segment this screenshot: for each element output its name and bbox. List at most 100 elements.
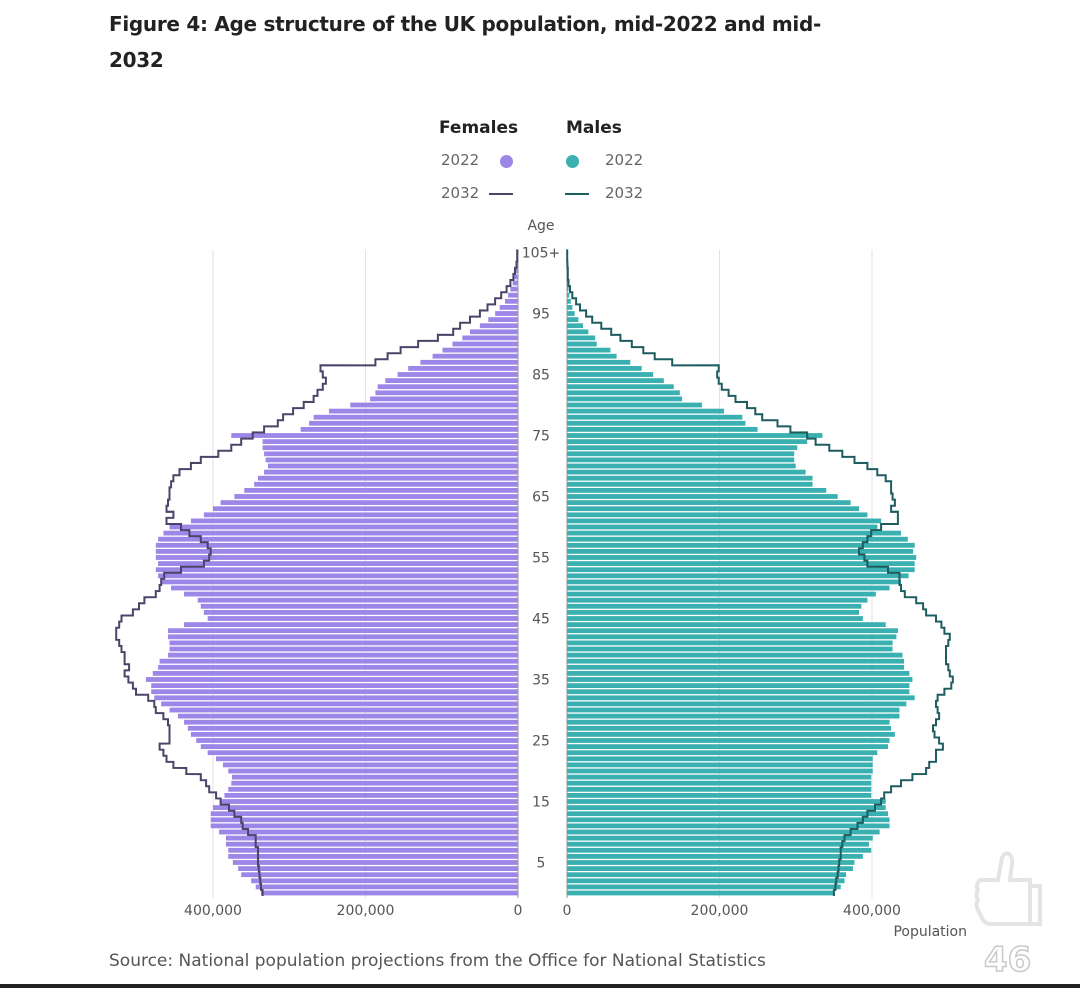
legend-males-title: Males [566,118,622,138]
female-2022-bar-age-74 [262,439,518,444]
female-2022-bar-age-99 [510,286,518,292]
age-tick-label: 65 [532,490,550,506]
female-2022-bar-age-87 [420,359,518,365]
female-2022-bar-age-14 [213,805,518,810]
female-2022-bar-age-55 [155,555,518,560]
male-2022-bar-age-88 [567,353,617,359]
male-x-tick-label: 0 [563,903,572,919]
female-2022-bar-age-27 [187,725,518,731]
legend-male-2022-dot-icon [566,155,579,168]
female-2022-bar-age-29 [177,713,519,719]
female-2022-bar-age-33 [151,689,519,695]
legend-male-2032-label: 2032 [605,184,644,202]
male-2022-bar-age-44 [567,622,886,627]
female-2022-bar-age-21 [222,762,518,768]
female-2022-bar-age-58 [158,536,518,542]
male-2022-bar-age-68 [567,475,813,481]
male-2022-bar-age-85 [567,372,654,377]
male-2022-bar-age-80 [567,402,702,408]
male-2022-bar-age-87 [567,359,631,365]
female-2022-bar-age-3 [241,872,518,878]
female-2022-bar-age-69 [264,469,518,475]
male-2022-bar-age-45 [567,616,863,621]
female-2022-bar-age-77 [309,420,518,426]
female-2022-bar-age-18 [231,780,519,786]
male-2022-bar-age-28 [567,719,890,725]
female-2022-bar-age-44 [184,622,518,627]
male-2022-bar-age-16 [567,793,872,798]
female-2022-bar-age-68 [257,475,518,481]
male-2022-bar-age-84 [567,378,664,383]
female-2022-bar-age-88 [432,353,518,359]
female-2022-bar-age-9 [225,835,518,841]
female-2022-bar-age-38 [159,658,518,664]
legend-female-2022-label: 2022 [441,151,480,169]
male-2022-bar-age-64 [567,500,851,505]
male-2022-bar-age-91 [567,335,596,341]
male-2022-bar-age-3 [567,872,847,878]
male-2022-bar-age-20 [567,768,873,774]
female-2022-bar-age-40 [169,646,518,652]
male-2022-bar-age-6 [567,854,863,859]
male-2022-bar-age-67 [567,481,813,487]
thumbs-up-icon[interactable] [972,850,1044,935]
female-2022-bar-age-32 [154,695,518,701]
female-2022-bar-age-72 [264,451,518,457]
female-2022-bar-age-20 [228,768,518,774]
female-2022-bar-age-8 [225,841,518,847]
female-2022-bar-age-82 [375,390,518,396]
female-2022-bar-age-34 [151,683,519,688]
age-tick-label: 105+ [522,246,560,262]
male-2022-bar-age-46 [567,610,860,615]
male-2022-bar-age-53 [567,567,915,573]
female-2022-bar-age-1 [255,884,518,890]
male-2022-bar-age-12 [567,817,890,823]
female-2022-bar-age-75 [231,433,519,438]
female-2022-bar-age-0 [261,890,518,896]
x-axis-label: Population [893,924,967,940]
female-2022-bar-age-81 [370,396,518,402]
female-2022-bar-age-26 [190,732,518,737]
female-2022-bar-age-7 [228,847,518,853]
male-2022-bar-age-27 [567,725,892,731]
male-2022-bar-age-15 [567,799,886,804]
male-2022-bar-age-24 [567,744,889,749]
bottom-border [0,984,1080,988]
male-2022-bar-age-77 [567,420,746,426]
age-tick-label: 15 [532,795,550,811]
source-note: Source: National population projections … [109,951,766,971]
male-2022-bar-age-82 [567,390,680,396]
male-2022-bar-age-8 [567,841,869,847]
female-2022-bar-age-78 [313,414,518,420]
female-2022-bar-age-76 [300,427,518,432]
female-2022-bar-age-17 [228,786,518,792]
male-2022-bar-age-79 [567,408,725,414]
likes-count: 46 [983,939,1032,981]
female-x-tick-label: 200,000 [337,903,395,919]
male-2022-bar-age-29 [567,713,900,719]
male-2022-bar-age-5 [567,860,855,865]
male-2022-bar-age-2 [567,878,845,884]
male-2022-bar-age-70 [567,463,796,469]
male-2022-bar-age-63 [567,506,860,512]
legend-male-2032-line-icon [565,193,589,195]
male-2022-bar-age-52 [567,573,909,579]
male-2022-bar-age-97 [567,298,571,304]
female-2022-bar-age-65 [234,494,518,499]
male-2022-bar-age-51 [567,579,901,585]
male-2022-bar-age-18 [567,780,872,786]
female-2022-bar-age-89 [442,347,518,353]
age-tick-label: 95 [532,307,550,323]
male-2022-bar-age-1 [567,884,841,890]
female-2022-bar-age-15 [220,799,518,804]
male-2022-bar-age-89 [567,347,611,353]
female-2022-bar-age-96 [499,305,518,310]
legend-females-title: Females [439,118,519,138]
male-2022-bar-age-35 [567,677,913,682]
male-2022-bar-age-31 [567,701,907,707]
female-2022-bar-age-39 [168,652,518,658]
male-2022-bar-age-22 [567,756,873,762]
male-2022-bar-age-71 [567,457,795,463]
female-2022-bar-age-90 [452,341,518,347]
male-2022-bar-age-41 [567,640,893,646]
